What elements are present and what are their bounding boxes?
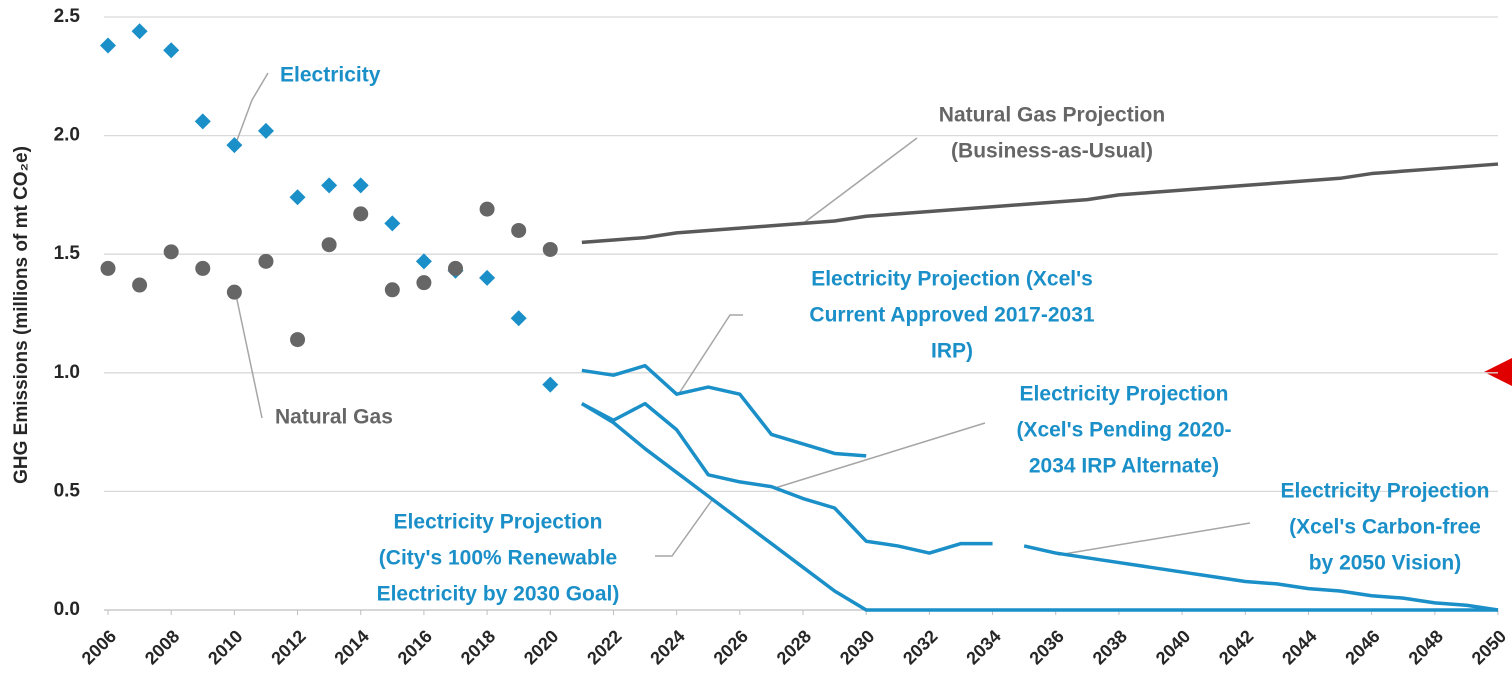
series-line [580,402,1498,612]
diamond-point [510,310,527,327]
x-tick-label: 2040 [1152,626,1194,668]
diamond-point [479,269,496,286]
annotation: 2034 IRP Alternate) [1029,455,1219,478]
y-tick-label: 1.0 [54,362,80,383]
x-tick-label: 2048 [1405,626,1447,668]
x-tick-label: 2018 [457,626,499,668]
x-tick-label: 2022 [583,626,625,668]
circle-point [195,260,211,276]
circle-point [226,284,242,300]
annotation: Electricity [280,64,381,87]
series-line [581,401,993,555]
series-line [1023,544,1499,612]
annotation: by 2050 Vision) [1309,552,1462,575]
y-tick-label: 2.0 [54,125,80,146]
x-tick-label: 2026 [710,626,752,668]
leader-line [804,137,918,223]
circle-point [290,332,306,348]
leader-line [655,499,713,557]
diamond-point [415,253,432,270]
x-tick-label: 2028 [773,626,815,668]
annotation: Electricity Projection [1281,480,1490,503]
x-tick-label: 2010 [204,626,246,668]
leader-line [235,72,269,144]
diamond-point [352,177,369,194]
leader-line [677,314,743,396]
annotation: Electricity Projection [1020,383,1229,406]
pointer-marker [1484,358,1512,386]
y-tick-label: 2.5 [54,6,81,27]
x-tick-label: 2014 [330,626,372,668]
circle-point [258,253,274,269]
circle-point [479,201,495,217]
y-tick-label: 0.5 [54,480,81,501]
circle-point [100,260,116,276]
circle-point [353,206,369,222]
circle-point [511,222,527,238]
annotation: Electricity Projection [394,511,603,534]
leader-line [235,294,263,419]
diamond-point [163,42,180,59]
x-tick-label: 2032 [899,626,941,668]
annotation: Electricity Projection (Xcel's [811,268,1093,291]
x-tick-label: 2024 [646,626,688,668]
y-axis-label: GHG Emissions (millions of mt CO₂e) [11,146,32,484]
y-tick-label: 0.0 [54,599,80,620]
x-tick-label: 2034 [962,626,1004,668]
annotation: (Xcel's Pending 2020- [1016,419,1231,442]
annotation: (City's 100% Renewable [379,547,617,570]
circle-point [132,277,148,293]
annotation: Natural Gas [275,406,393,429]
diamond-point [257,122,274,139]
x-tick-label: 2044 [1278,626,1320,668]
x-tick-label: 2036 [1025,626,1067,668]
x-tick-label: 2030 [836,626,878,668]
x-tick-label: 2038 [1089,626,1131,668]
leader-line [774,422,986,489]
annotation: IRP) [931,340,973,363]
annotation: Electricity by 2030 Goal) [377,583,620,606]
circle-point [416,275,432,291]
diamond-point [289,189,306,206]
annotation: Current Approved 2017-2031 [809,304,1094,327]
x-tick-label: 2020 [520,626,562,668]
y-tick-label: 1.5 [54,243,81,264]
annotation: (Xcel's Carbon-free [1289,516,1481,539]
leader-line [1057,522,1251,556]
diamond-point [226,137,243,154]
diamond-point [194,113,211,130]
diamond-point [100,37,116,54]
annotation: (Business-as-Usual) [951,140,1153,163]
circle-point [321,237,337,253]
x-tick-label: 2046 [1341,626,1383,668]
diamond-point [131,23,148,40]
x-tick-label: 2012 [267,626,309,668]
diamond-point [384,215,401,232]
annotation: Natural Gas Projection [939,104,1165,127]
x-tick-label: 2016 [394,626,436,668]
x-tick-label: 2008 [141,626,183,668]
diamond-point [542,376,559,393]
series-line [581,162,1499,245]
circle-point [448,260,463,276]
circle-point [163,244,179,260]
series-line [581,363,867,458]
x-tick-label: 2006 [78,626,120,668]
circle-point [542,241,558,257]
circle-point [384,282,400,298]
x-tick-label: 2050 [1468,626,1510,668]
x-tick-label: 2042 [1215,626,1257,668]
diamond-point [321,177,338,194]
